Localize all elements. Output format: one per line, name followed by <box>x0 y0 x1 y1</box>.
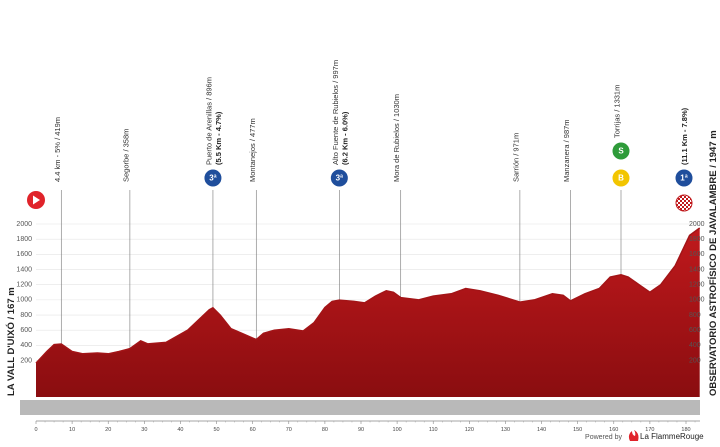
y-tick-label-right: 1200 <box>689 282 705 289</box>
y-tick-label: 2000 <box>16 221 32 228</box>
x-tick-label: 50 <box>213 427 219 433</box>
plot <box>35 227 701 397</box>
badge-label: 3ª <box>336 174 343 183</box>
brand-logo <box>628 430 639 441</box>
y-tick-label-right: 1400 <box>689 266 705 273</box>
powered-by: Powered by <box>585 434 622 441</box>
y-tick-label-right: 200 <box>689 357 701 364</box>
y-tick-label-right: 600 <box>689 327 701 334</box>
y-tick-label: 400 <box>20 342 32 349</box>
y-tick-label-right: 1000 <box>689 297 705 304</box>
x-tick-label: 80 <box>322 427 328 433</box>
badge <box>611 168 631 188</box>
x-tick-label: 20 <box>105 427 111 433</box>
y-tick-label: 200 <box>20 357 32 364</box>
badge <box>329 168 349 188</box>
x-tick-label: 100 <box>393 427 402 433</box>
y-tick-label: 1000 <box>16 297 32 304</box>
x-tick-label: 170 <box>645 427 654 433</box>
y-tick-label: 1200 <box>16 282 32 289</box>
y-tick-label: 600 <box>20 327 32 334</box>
waypoint-name: Montanejos / 477m <box>248 118 257 182</box>
brand: La FlammeRouge <box>640 432 704 441</box>
waypoint-name: Mora de Rubielos / 1030m <box>392 94 401 182</box>
km-bar <box>20 400 700 415</box>
finish-label: OBSERVATORIO ASTROFÍSICO DE JAVALAMBRE /… <box>708 130 719 396</box>
badge <box>674 168 694 188</box>
x-tick-label: 40 <box>177 427 183 433</box>
waypoint-name: Puerto de Arenillas / 896m <box>204 77 213 165</box>
finish-icon <box>675 194 693 212</box>
x-tick-label: 0 <box>34 427 37 433</box>
badge-label: 1ª <box>680 174 687 183</box>
badge-label: B <box>618 174 624 183</box>
x-tick-label: 120 <box>465 427 474 433</box>
waypoint-name: Segorbe / 358m <box>121 129 130 182</box>
x-tick-label: 10 <box>69 427 75 433</box>
y-tick-label-right: 2000 <box>689 221 705 228</box>
waypoint-name: Torrijas / 1331m <box>613 85 622 138</box>
waypoint-climb: (6.2 Km - 6.0%) <box>340 111 349 165</box>
y-tick-label: 1400 <box>16 266 32 273</box>
y-tick-label-right: 1600 <box>689 251 705 258</box>
x-tick-label: 70 <box>286 427 292 433</box>
badge <box>203 168 223 188</box>
x-tick-label: 140 <box>537 427 546 433</box>
waypoint-climb: (5.5 Km - 4.7%) <box>214 111 223 165</box>
x-tick-label: 110 <box>429 427 438 433</box>
x-tick-label: 130 <box>501 427 510 433</box>
x-tick-label: 180 <box>681 427 690 433</box>
profile-line <box>35 227 701 364</box>
badge <box>611 141 631 161</box>
waypoint-name: Manzanera / 987m <box>562 119 571 182</box>
waypoint-name: Alto Fuente de Rubielos / 997m <box>331 60 340 165</box>
x-tick-label: 160 <box>609 427 618 433</box>
x-tick-label: 60 <box>250 427 256 433</box>
waypoint-name: 4.4 km - 5% / 419m <box>53 117 62 182</box>
y-tick-label: 800 <box>20 312 32 319</box>
start-icon <box>27 191 45 209</box>
x-tick-label: 30 <box>141 427 147 433</box>
badge-label: S <box>618 147 624 156</box>
y-tick-label: 1800 <box>16 236 32 243</box>
x-tick-label: 90 <box>358 427 364 433</box>
x-tick-label: 150 <box>573 427 582 433</box>
y-tick-label: 1600 <box>16 251 32 258</box>
start-label: LA VALL D'UIXÓ / 167 m <box>5 287 17 396</box>
waypoint-name: Sarrión / 971m <box>511 133 520 182</box>
badge-label: 3ª <box>209 174 216 183</box>
waypoint-climb: (11.1 Km - 7.8%) <box>680 107 689 165</box>
y-tick-label-right: 1800 <box>689 236 705 243</box>
y-tick-label-right: 800 <box>689 312 701 319</box>
profile-area <box>36 228 700 397</box>
y-tick-label-right: 400 <box>689 342 701 349</box>
